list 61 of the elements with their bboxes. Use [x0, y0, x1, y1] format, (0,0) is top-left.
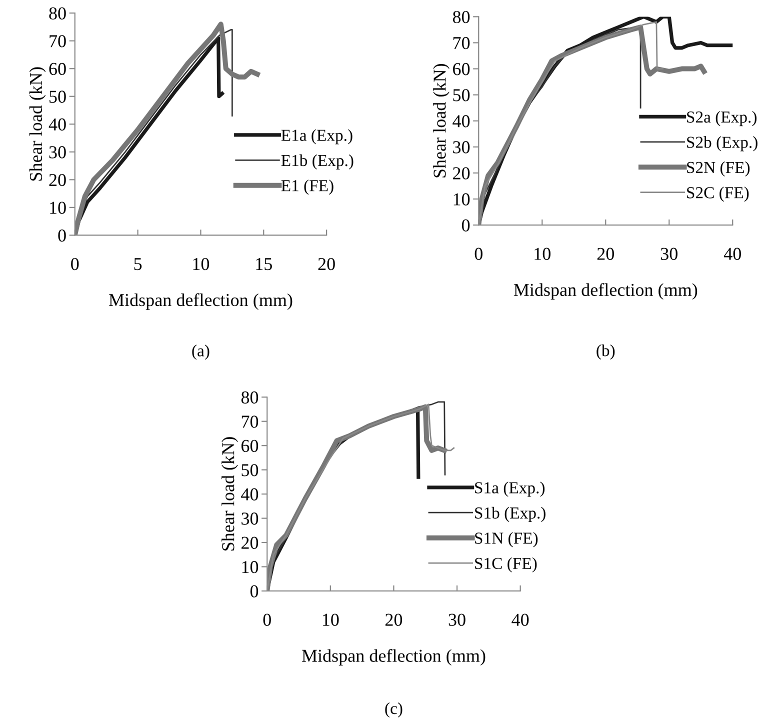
- y-tick-label: 60: [49, 62, 66, 76]
- y-axis-title: Shear load (kN): [433, 64, 450, 178]
- y-tick-label: 50: [242, 464, 258, 476]
- y-tick-label: 40: [48, 118, 66, 131]
- legend-label: S1a (Exp.): [475, 482, 545, 497]
- y-tick-label: 40: [241, 488, 258, 500]
- y-tick-label: 0: [250, 585, 258, 598]
- y-tick-label: 70: [453, 37, 470, 50]
- legend-label: E1 (FE): [281, 180, 334, 195]
- y-tick-label: 10: [50, 202, 66, 214]
- x-tick-label: 20: [318, 258, 335, 270]
- text: (b): [596, 344, 615, 360]
- x-tick-label: 10: [322, 614, 339, 626]
- y-tick-label: 0: [462, 219, 470, 232]
- x-tick-label: 10: [534, 248, 550, 260]
- text: (a): [192, 344, 210, 360]
- y-tick-label: 10: [242, 560, 258, 574]
- x-tick-label: 0: [474, 248, 482, 260]
- x-axis-title: Midspan deflection (mm): [514, 283, 698, 300]
- y-tick-label: 20: [49, 174, 66, 186]
- legend-label: S2N (FE): [687, 161, 750, 177]
- x-tick-label: 0: [71, 258, 79, 270]
- y-tick-label: 30: [242, 512, 258, 525]
- legend-label: E1b (Exp.): [281, 154, 354, 170]
- legend-label: S2a (Exp.): [687, 110, 756, 126]
- y-axis-title: Shear load (kN): [222, 437, 238, 550]
- x-axis-title: Midspan deflection (mm): [108, 293, 292, 310]
- x-tick-label: 40: [512, 614, 529, 626]
- y-tick-label: 50: [453, 89, 470, 102]
- x-tick-label: 40: [724, 248, 741, 260]
- y-tick-label: 60: [453, 63, 470, 76]
- y-tick-label: 80: [452, 10, 470, 24]
- y-tick-label: 50: [50, 90, 66, 103]
- x-tick-label: 10: [193, 258, 210, 270]
- y-tick-label: 40: [452, 115, 470, 128]
- y-tick-label: 70: [242, 416, 258, 428]
- legend-label: S2b (Exp.): [687, 136, 758, 152]
- y-tick-label: 10: [454, 193, 470, 206]
- legend-label: E1a (Exp.): [281, 129, 352, 144]
- legend-label: S2C (FE): [687, 186, 749, 202]
- x-axis-title: Midspan deflection (mm): [302, 649, 486, 666]
- y-axis-title: Shear load (kN): [29, 67, 46, 181]
- legend-label: S1b (Exp.): [475, 506, 546, 522]
- x-tick-label: 30: [660, 248, 678, 260]
- y-tick-label: 80: [49, 7, 66, 20]
- legend-label: S1C (FE): [475, 557, 537, 572]
- legend-label: S1N (FE): [475, 532, 538, 548]
- y-tick-label: 60: [242, 440, 258, 452]
- y-tick-label: 30: [49, 146, 66, 158]
- y-tick-label: 20: [453, 167, 470, 180]
- y-tick-label: 20: [242, 536, 258, 549]
- y-tick-label: 70: [50, 35, 66, 48]
- x-tick-label: 20: [385, 614, 402, 626]
- y-tick-label: 30: [453, 141, 470, 154]
- y-tick-label: 0: [58, 229, 66, 242]
- y-tick-label: 80: [241, 391, 258, 404]
- x-tick-label: 0: [263, 614, 271, 626]
- x-tick-label: 5: [134, 258, 142, 270]
- x-tick-label: 20: [597, 248, 614, 260]
- text: (c): [385, 702, 402, 718]
- x-tick-label: 15: [256, 258, 272, 270]
